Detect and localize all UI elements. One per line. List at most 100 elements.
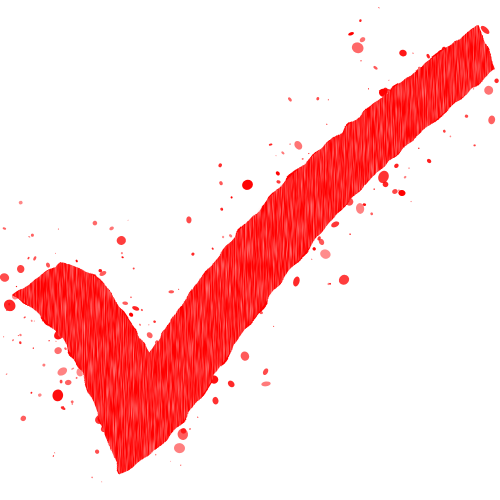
paint-speck — [373, 188, 376, 190]
paint-speck — [359, 19, 362, 22]
paint-speck — [59, 379, 63, 384]
paint-speck — [494, 78, 499, 84]
paint-speck — [294, 140, 303, 150]
paint-speck — [288, 97, 292, 102]
paint-speck — [42, 363, 46, 367]
paint-speck — [410, 200, 412, 203]
paint-speck — [16, 265, 25, 273]
paint-speck — [2, 227, 7, 230]
paint-speck — [320, 249, 331, 259]
paint-speck — [281, 151, 285, 155]
paint-speck — [293, 276, 300, 287]
paint-speck — [301, 157, 304, 160]
paint-speck — [52, 455, 55, 457]
paint-speck — [122, 301, 129, 305]
paint-speck — [488, 115, 496, 125]
paint-speck — [3, 336, 5, 338]
paint-speck — [398, 189, 400, 191]
paint-speck — [349, 233, 351, 235]
paint-speck — [261, 381, 271, 387]
paint-speck — [33, 320, 35, 322]
paint-speck — [139, 323, 141, 326]
paint-speck — [55, 340, 57, 342]
paint-speck — [464, 114, 469, 118]
paint-speck — [442, 129, 446, 133]
paint-speck — [45, 262, 51, 268]
paint-speck — [12, 339, 14, 342]
paint-speck — [128, 312, 134, 317]
paint-speck — [211, 247, 214, 250]
paint-speck — [19, 341, 22, 345]
paint-speck — [30, 233, 34, 237]
paint-speck — [132, 267, 135, 270]
paint-speck — [197, 416, 199, 418]
paint-speck — [268, 143, 273, 146]
paint-speck — [120, 252, 123, 255]
paint-speck — [418, 147, 420, 150]
paint-speck — [180, 427, 187, 434]
paint-speck — [473, 144, 476, 147]
paint-speck — [370, 212, 374, 216]
paint-speck — [174, 443, 185, 454]
paint-speck — [180, 464, 182, 466]
paint-speck — [275, 155, 277, 157]
paint-speck — [32, 347, 34, 349]
paint-speck — [289, 143, 291, 145]
paint-speck — [27, 256, 30, 260]
paint-speck — [259, 311, 263, 315]
paint-speck — [262, 368, 269, 376]
paint-speck — [169, 460, 172, 462]
paint-speck — [15, 285, 18, 288]
paint-speck — [75, 259, 78, 263]
paint-speck — [101, 481, 103, 483]
paint-speck — [229, 234, 233, 238]
paint-speck — [312, 247, 316, 251]
paint-speck — [373, 66, 378, 70]
paint-speck — [64, 347, 67, 350]
paint-speck — [60, 406, 66, 410]
paint-speck — [403, 175, 407, 179]
paint-speck — [394, 163, 399, 168]
paint-speck — [28, 236, 31, 238]
paint-speck — [317, 236, 321, 241]
paint-speck — [178, 288, 180, 290]
paint-speck — [227, 380, 235, 388]
paint-speck — [30, 319, 33, 322]
paint-speck — [426, 158, 432, 164]
paint-speck — [398, 189, 406, 197]
paint-speck — [19, 333, 22, 337]
paint-speck — [351, 42, 364, 54]
paint-speck — [20, 415, 27, 422]
paint-speck — [33, 256, 37, 261]
paint-speck — [220, 207, 224, 211]
paint-speck — [57, 367, 68, 376]
paint-speck — [92, 220, 98, 226]
paint-speck — [109, 226, 114, 231]
paint-speck — [388, 79, 390, 81]
paint-speck — [378, 6, 380, 9]
paint-speck — [276, 180, 281, 184]
paint-speck — [116, 235, 126, 246]
paint-speck — [94, 449, 100, 454]
paint-speck — [154, 453, 157, 456]
paint-speck — [408, 167, 410, 169]
paint-speck — [359, 37, 366, 43]
paint-speck — [18, 200, 23, 205]
paint-speck — [318, 238, 325, 246]
paint-speck — [355, 203, 365, 214]
paint-speck — [449, 135, 452, 138]
paint-speck — [153, 320, 156, 323]
paint-speck — [327, 98, 330, 101]
paint-speck — [275, 171, 280, 176]
paint-speck — [412, 52, 414, 54]
paint-speck — [70, 400, 74, 404]
paint-speck — [52, 389, 64, 402]
paint-speck — [327, 282, 330, 286]
paint-speck — [130, 296, 132, 299]
paint-speck — [146, 332, 153, 339]
paint-speck — [99, 270, 107, 277]
paint-speck — [0, 273, 10, 282]
